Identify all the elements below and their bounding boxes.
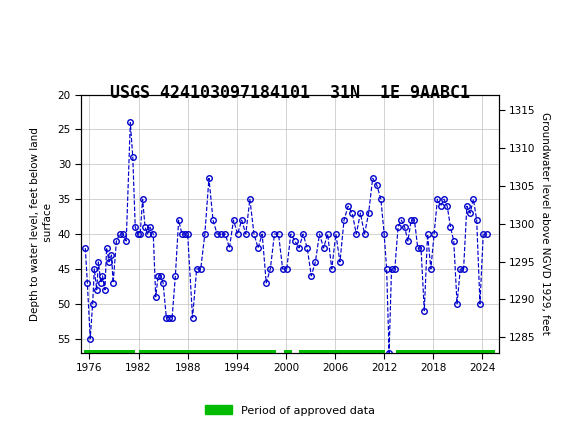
Bar (397, 350, 495, 355)
Bar (139, 350, 276, 355)
Legend: Period of approved data: Period of approved data (200, 401, 380, 420)
Text: ≡USGS: ≡USGS (6, 17, 88, 37)
Bar (84, 350, 135, 355)
Text: USGS 424103097184101  31N  1E 9AABC1: USGS 424103097184101 31N 1E 9AABC1 (110, 84, 470, 102)
Y-axis label: Groundwater level above NGVD 1929, feet: Groundwater level above NGVD 1929, feet (540, 112, 550, 335)
Bar (284, 350, 292, 355)
Y-axis label: Depth to water level, feet below land
 surface: Depth to water level, feet below land su… (30, 127, 53, 320)
Bar (3, 4, 90, 52)
Bar (299, 350, 385, 355)
